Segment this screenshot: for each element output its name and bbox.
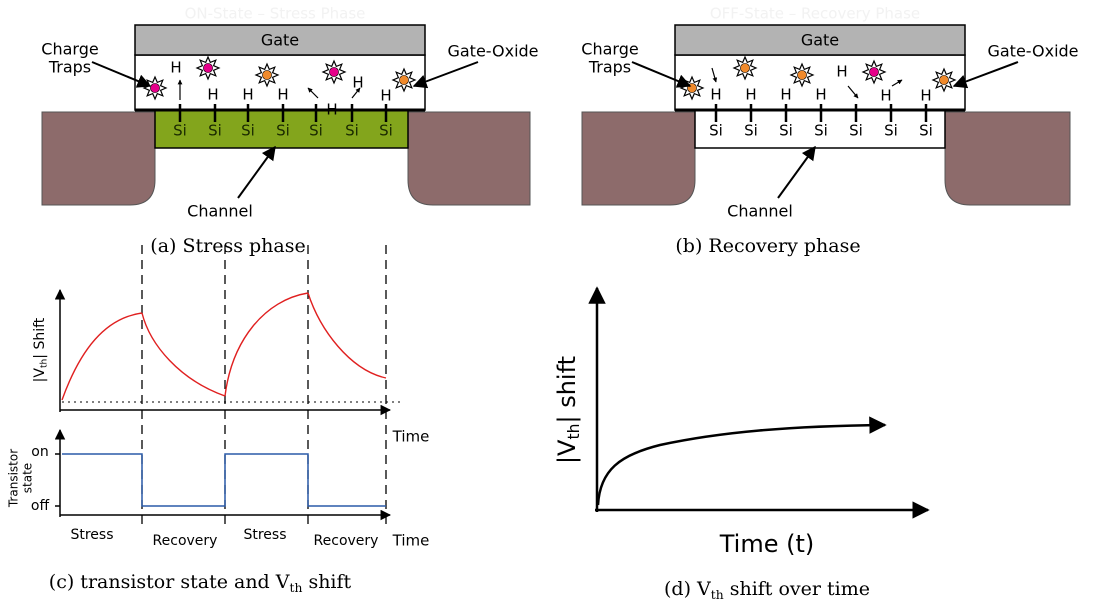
vth-curve — [62, 313, 142, 400]
y-axis-label-end: | shift — [553, 356, 581, 424]
caption: (a) Stress phase — [150, 235, 305, 257]
charge-traps-label: Charge — [581, 40, 638, 59]
si-label: Si — [779, 122, 793, 140]
trap-core — [262, 70, 271, 79]
vth-curve — [142, 313, 225, 396]
h-label: H — [170, 59, 181, 77]
vth-curve — [598, 425, 885, 505]
trap-core — [150, 83, 159, 92]
caption-main: (c) transistor state and V — [49, 571, 290, 593]
si-label: Si — [345, 122, 359, 140]
gate-oxide-label: Gate-Oxide — [447, 42, 538, 61]
substrate — [42, 112, 155, 205]
panel-title: ON-State – Stress Phase — [185, 5, 366, 23]
h-label: H — [352, 74, 363, 92]
y-axis-label-end: | Shift — [32, 317, 48, 358]
y-axis-label: |Vth| shift — [553, 356, 583, 464]
si-label: Si — [709, 122, 723, 140]
h-label: H — [242, 86, 253, 104]
x-axis-label: Time (t) — [719, 530, 815, 558]
caption: (b) Recovery phase — [675, 235, 860, 257]
si-label: Si — [884, 122, 898, 140]
caption-end: shift — [302, 571, 351, 593]
channel-label: Channel — [187, 202, 253, 221]
h-label: H — [710, 86, 721, 104]
x-axis-label: Time — [392, 532, 430, 550]
h-label: H — [880, 87, 891, 105]
si-label: Si — [919, 122, 933, 140]
state-line — [62, 454, 386, 506]
substrate — [408, 112, 530, 205]
h-label: H — [277, 86, 288, 104]
trap-core — [797, 70, 806, 79]
caption-sub: th — [711, 587, 724, 601]
state-label: Transistor — [7, 449, 21, 508]
si-label: Si — [309, 122, 323, 140]
arrow — [238, 147, 275, 198]
trap-core — [203, 63, 212, 72]
substrate — [582, 112, 695, 205]
si-label: Si — [173, 122, 187, 140]
arrow — [778, 147, 815, 198]
gate-label: Gate — [801, 31, 839, 50]
h-label: H — [815, 86, 826, 104]
h-label: H — [207, 86, 218, 104]
x-axis-label: Time — [392, 428, 430, 446]
h-label: H — [745, 86, 756, 104]
caption: (c) transistor state and Vth shift — [49, 571, 352, 594]
si-label: Si — [849, 122, 863, 140]
si-label: Si — [208, 122, 222, 140]
y-axis-label-main: |V — [32, 368, 48, 383]
trap-core — [329, 67, 338, 76]
state-label: state — [21, 463, 35, 493]
si-label: Si — [814, 122, 828, 140]
charge-traps-label: Charge — [41, 40, 98, 59]
h-label: H — [920, 87, 931, 105]
phase-label: Stress — [243, 527, 286, 543]
y-axis-label-main: |V — [553, 439, 581, 464]
gate-label: Gate — [261, 31, 299, 50]
trap-core — [399, 75, 408, 84]
y-axis-label-sub: th — [565, 424, 583, 440]
y-axis-label-sub: th — [39, 359, 49, 368]
y-axis-label: |Vth| Shift — [32, 317, 49, 382]
h-label: H — [380, 87, 391, 105]
charge-traps-label: Traps — [48, 58, 91, 77]
phase-label: Stress — [70, 527, 113, 543]
h-label: H — [780, 86, 791, 104]
substrate — [945, 112, 1070, 205]
gate-oxide-label: Gate-Oxide — [987, 42, 1078, 61]
caption: (d) Vth shift over time — [664, 578, 870, 601]
charge-traps-label: Traps — [588, 58, 631, 77]
phase-label: Recovery — [314, 533, 379, 549]
state-on: on — [31, 444, 48, 460]
caption-sub: th — [289, 580, 302, 594]
figure: ON-State – Stress Phase Gate Si Si Si Si Si Si S… — [0, 0, 1100, 607]
si-label: Si — [241, 122, 255, 140]
trap-core — [740, 63, 749, 72]
caption-main: (d) V — [664, 578, 711, 600]
vth-curve — [308, 293, 386, 378]
trap-core — [939, 75, 948, 84]
caption-end: shift over time — [724, 578, 870, 600]
phase-label: Recovery — [153, 533, 218, 549]
trap-core — [869, 67, 878, 76]
vth-curve — [225, 293, 308, 396]
h-label: H — [326, 101, 337, 119]
si-label: Si — [744, 122, 758, 140]
si-label: Si — [276, 122, 290, 140]
si-label: Si — [379, 122, 393, 140]
h-label: H — [836, 63, 847, 81]
panel-title: OFF-State – Recovery Phase — [710, 5, 920, 23]
state-off: off — [31, 498, 50, 514]
channel-label: Channel — [727, 202, 793, 221]
